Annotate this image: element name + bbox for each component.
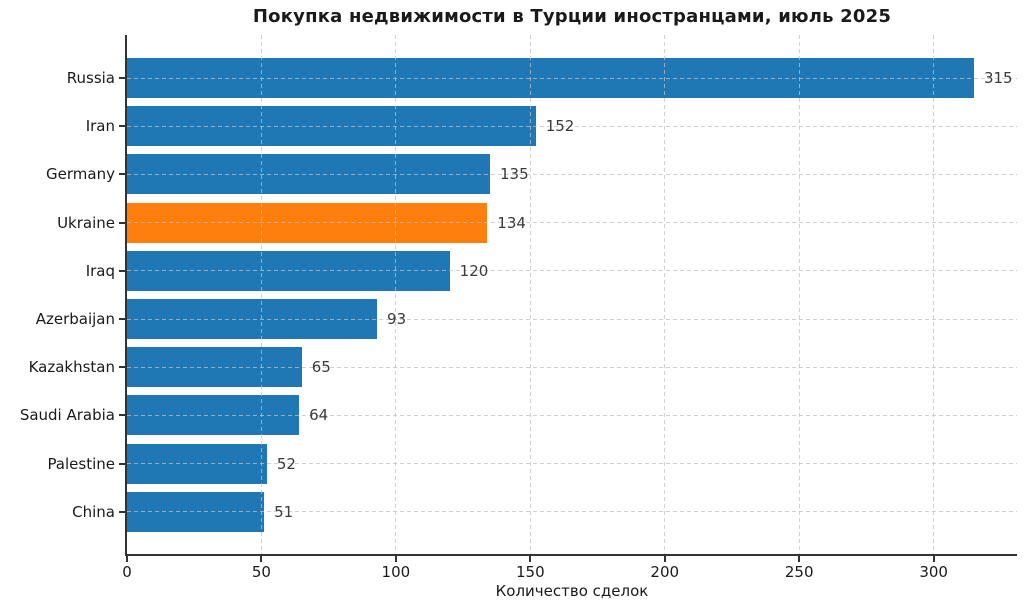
y-tick-mark-russia: [119, 77, 125, 79]
y-tick-mark-china: [119, 510, 125, 513]
category-label-germany: Germany: [46, 165, 115, 184]
value-label-iran: 152: [545, 117, 575, 136]
value-label-russia: 315: [983, 69, 1013, 87]
y-tick-mark-azerbaijan: [119, 318, 125, 320]
value-label-germany: 135: [499, 165, 529, 184]
value-label-azerbaijan: 93: [387, 310, 407, 328]
category-label-china: China: [72, 502, 115, 521]
category-label-palestine: Palestine: [47, 454, 115, 473]
value-label-ukraine: 134: [497, 213, 526, 232]
category-label-azerbaijan: Azerbaijan: [35, 310, 115, 328]
gridline-horizontal-kazakhstan: [127, 366, 1017, 368]
category-label-russia: Russia: [66, 69, 115, 87]
y-axis-labels: Russia Iran Germany Ukraine Iraq Azerbaijan Ka…: [0, 35, 115, 554]
gridline-horizontal-china: [127, 511, 1017, 513]
y-tick-mark-iraq: [119, 269, 125, 272]
category-label-ukraine: Ukraine: [57, 213, 115, 232]
gridline-horizontal-russia: [127, 77, 1017, 79]
x-tick-mark-150: [529, 556, 532, 562]
gridline-vertical-250: [798, 35, 800, 554]
gridline-vertical-300: [933, 35, 935, 554]
gridline-horizontal-germany: [127, 173, 1017, 175]
x-tick-label-0: 0: [122, 563, 132, 581]
x-tick-label-250: 250: [784, 563, 814, 581]
x-tick-mark-100: [394, 556, 397, 562]
category-label-iraq: Iraq: [85, 261, 115, 280]
value-label-china: 51: [274, 502, 294, 521]
gridline-horizontal-palestine: [127, 463, 1017, 465]
x-tick-mark-250: [798, 556, 801, 562]
y-tick-mark-palestine: [119, 462, 125, 465]
value-label-palestine: 52: [276, 454, 296, 473]
value-label-kazakhstan: 65: [311, 358, 331, 377]
category-label-iran: Iran: [85, 117, 115, 136]
x-tick-mark-0: [126, 556, 128, 562]
category-label-saudi-arabia: Saudi Arabia: [19, 406, 115, 425]
x-tick-label-50: 50: [251, 563, 271, 581]
plot-area: 0 50 100 150 200 250 300 315 152 135 134 120 93 65 64 5…: [119, 35, 1017, 581]
x-tick-mark-50: [260, 556, 263, 562]
gridline-horizontal-azerbaijan: [127, 318, 1017, 320]
y-tick-mark-saudi-arabia: [119, 414, 125, 417]
gridline-vertical-150: [529, 35, 531, 554]
x-tick-label-150: 150: [515, 563, 545, 581]
y-tick-mark-iran: [119, 125, 125, 128]
gridline-horizontal-saudi-arabia: [127, 414, 1017, 416]
y-tick-mark-ukraine: [119, 221, 125, 224]
x-tick-mark-200: [663, 556, 666, 562]
gridline-horizontal-ukraine: [127, 222, 1017, 224]
value-label-iraq: 120: [459, 261, 489, 280]
category-label-kazakhstan: Kazakhstan: [28, 358, 115, 377]
x-tick-mark-300: [932, 556, 935, 562]
chart-title: Покупка недвижимости в Турции иностранца…: [252, 6, 892, 27]
x-axis-label: Количество сделок: [495, 582, 649, 600]
value-label-saudi-arabia: 64: [309, 406, 329, 425]
y-tick-mark-kazakhstan: [119, 366, 125, 369]
gridline-vertical-200: [664, 35, 666, 554]
gridline-horizontal-iraq: [127, 270, 1017, 272]
gridline-vertical-100: [395, 35, 397, 554]
y-tick-mark-germany: [119, 173, 125, 176]
x-tick-label-300: 300: [919, 563, 948, 581]
gridline-vertical-50: [260, 35, 262, 554]
gridline-horizontal-iran: [127, 125, 1017, 127]
x-tick-label-100: 100: [381, 563, 411, 581]
x-tick-label-200: 200: [650, 563, 680, 581]
